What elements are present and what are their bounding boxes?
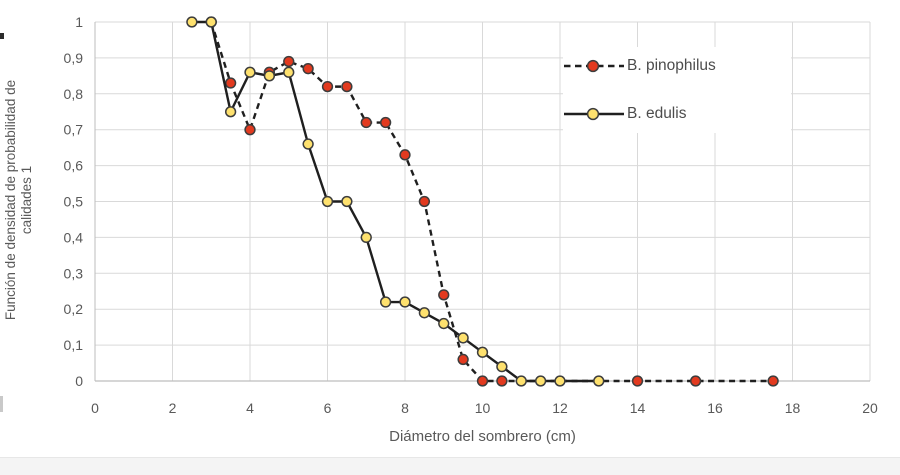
edge-artifact-left: [0, 396, 3, 412]
data-point[interactable]: [263, 70, 276, 82]
data-point[interactable]: [360, 231, 372, 244]
y-tick-label: 0,1: [64, 337, 84, 353]
y-tick-label: 0,3: [64, 265, 84, 281]
x-tick-label: 0: [91, 400, 99, 416]
legend: B. pinophilus B. edulis: [563, 47, 791, 133]
y-tick-label: 0,8: [64, 86, 84, 102]
x-tick-label: 8: [401, 400, 409, 416]
data-point[interactable]: [593, 375, 605, 387]
data-point[interactable]: [321, 195, 334, 208]
data-point[interactable]: [438, 317, 450, 330]
legend-key-solid-yellow: [564, 107, 624, 121]
data-point[interactable]: [379, 296, 392, 308]
x-tick-label: 16: [707, 400, 723, 416]
y-tick-label: 0,4: [64, 229, 84, 245]
data-point[interactable]: [515, 375, 527, 387]
data-point[interactable]: [224, 77, 237, 89]
data-point[interactable]: [360, 116, 372, 129]
data-point[interactable]: [457, 353, 469, 366]
data-point[interactable]: [554, 375, 566, 387]
x-tick-label: 6: [324, 400, 332, 416]
data-point[interactable]: [476, 346, 489, 358]
tick-labels: 00,10,20,30,40,50,60,70,80,910 2 4 6 8 10 12 14…: [64, 14, 878, 416]
data-point[interactable]: [418, 307, 431, 319]
data-point[interactable]: [418, 195, 431, 208]
y-tick-label: 0: [75, 373, 83, 389]
x-tick-label: 12: [552, 400, 568, 416]
y-tick-label: 0,5: [64, 194, 84, 210]
y-tick-label: 0,6: [64, 158, 84, 174]
data-point[interactable]: [457, 332, 469, 344]
data-point[interactable]: [341, 80, 353, 93]
legend-label-b-pinophilus: B. pinophilus: [627, 57, 716, 74]
data-point[interactable]: [379, 116, 392, 129]
data-point[interactable]: [399, 149, 411, 161]
data-point[interactable]: [205, 16, 217, 28]
y-axis-title-line2: calidades 1: [19, 165, 34, 235]
y-tick-label: 0,9: [64, 50, 84, 66]
x-tick-label: 2: [169, 400, 177, 416]
data-point[interactable]: [767, 375, 779, 387]
data-point[interactable]: [244, 124, 256, 136]
data-point[interactable]: [496, 375, 508, 387]
y-axis-title: Función de densidad de probabilidad de c…: [3, 0, 35, 400]
edge-artifact-top: [0, 33, 4, 39]
legend-item-b-edulis[interactable]: B. edulis: [563, 97, 791, 131]
series-b-edulis: [186, 16, 605, 387]
x-tick-label: 10: [475, 400, 491, 416]
data-point[interactable]: [476, 375, 489, 387]
data-point[interactable]: [399, 296, 411, 308]
data-point[interactable]: [302, 63, 314, 75]
legend-label-b-edulis: B. edulis: [627, 105, 687, 122]
x-tick-label: 18: [785, 400, 801, 416]
data-point[interactable]: [496, 360, 508, 373]
data-point[interactable]: [186, 16, 198, 28]
legend-key-dashed-red: [564, 59, 624, 73]
data-point[interactable]: [631, 375, 644, 387]
data-point[interactable]: [283, 55, 295, 68]
data-point[interactable]: [244, 66, 256, 78]
data-point[interactable]: [438, 289, 450, 301]
x-tick-label: 14: [630, 400, 646, 416]
legend-item-b-pinophilus[interactable]: B. pinophilus: [563, 49, 791, 83]
y-tick-label: 1: [75, 14, 83, 30]
y-tick-label: 0,2: [64, 301, 84, 317]
data-point[interactable]: [321, 80, 334, 93]
x-tick-label: 4: [246, 400, 254, 416]
y-axis-title-line1: Función de densidad de probabilidad de: [3, 79, 18, 321]
data-point[interactable]: [224, 106, 237, 118]
x-axis-title: Diámetro del sombrero (cm): [389, 428, 576, 445]
data-point[interactable]: [283, 66, 295, 78]
y-tick-label: 0,7: [64, 122, 84, 138]
page-bottom-band: [0, 457, 900, 475]
data-point[interactable]: [302, 138, 314, 150]
data-point[interactable]: [341, 195, 353, 208]
data-point[interactable]: [534, 375, 547, 387]
x-tick-label: 20: [862, 400, 878, 416]
data-point[interactable]: [689, 375, 702, 387]
